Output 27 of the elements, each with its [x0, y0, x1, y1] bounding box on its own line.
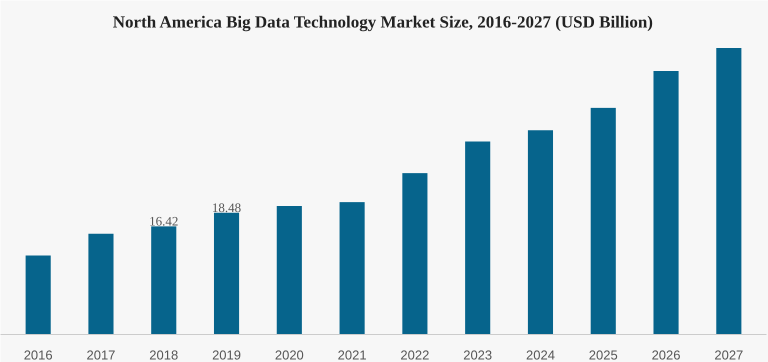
bar: [88, 234, 114, 334]
x-tick-label: 2020: [274, 348, 304, 362]
bar: [465, 142, 490, 334]
x-tick-label: 2017: [86, 348, 116, 362]
x-tick-label: 2024: [526, 348, 555, 362]
x-tick-label: 2018: [149, 348, 178, 362]
bar: [590, 108, 616, 334]
bar: [340, 202, 365, 334]
chart-title: North America Big Data Technology Market Size, 2016-2027 (USD Billion): [112, 12, 653, 32]
x-tick-label: 2025: [588, 348, 618, 362]
x-tick-label: 2022: [400, 348, 430, 362]
data-label: 18.48: [212, 200, 242, 215]
x-tick-label: 2021: [338, 348, 367, 362]
bar: [151, 226, 176, 334]
bar: [653, 71, 679, 334]
bar: [276, 206, 302, 334]
bar: [26, 255, 51, 334]
bar: [402, 173, 428, 334]
x-tick-label: 2019: [212, 348, 241, 362]
x-tick-label: 2027: [714, 348, 744, 362]
x-tick-label: 2026: [652, 348, 681, 362]
bar: [528, 130, 554, 334]
bar: [214, 212, 240, 334]
bar: [716, 48, 742, 334]
data-label: 16.42: [149, 213, 178, 228]
x-tick-label: 2023: [463, 348, 492, 362]
x-tick-label: 2016: [24, 348, 53, 362]
